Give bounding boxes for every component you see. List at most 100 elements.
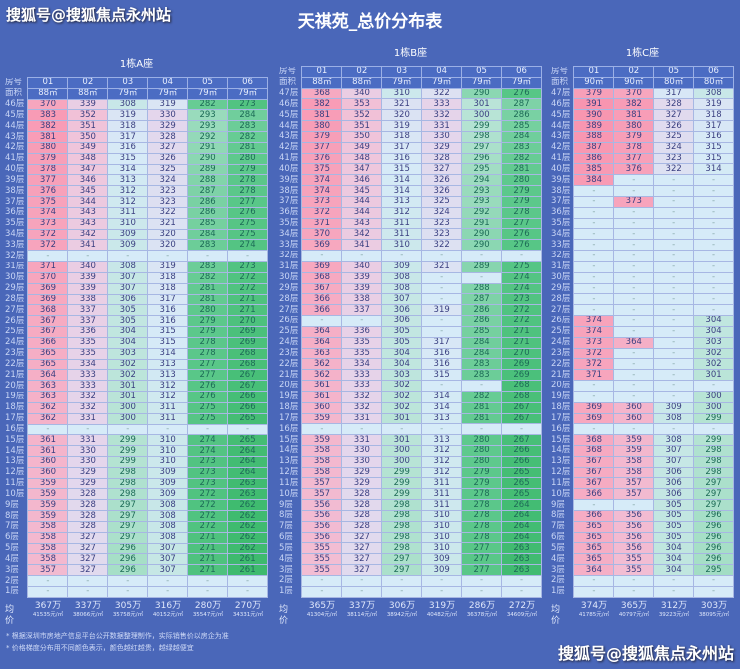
price-cell: 296 xyxy=(693,553,734,566)
price-cell: - xyxy=(301,423,343,436)
table-row: 43层 388 379 325 316 xyxy=(551,130,734,143)
price-cell: 372 xyxy=(27,239,69,252)
floor-label: 6层 xyxy=(279,532,302,543)
price-cell: 307 xyxy=(107,271,149,284)
price-cell: 263 xyxy=(501,542,542,555)
price-cell: 271 xyxy=(227,293,268,306)
price-cell: 272 xyxy=(501,315,542,327)
floor-label: 38层 xyxy=(551,185,574,197)
average-cell: 303万 38095元/㎡ xyxy=(694,601,734,619)
price-cell: 294 xyxy=(461,174,503,187)
price-cell: 358 xyxy=(301,466,343,479)
price-cell: 315 xyxy=(693,152,734,165)
price-cell: - xyxy=(573,499,615,511)
price-cell: 303 xyxy=(107,347,149,360)
table-row: 38层 374 345 314 326 293 279 xyxy=(279,185,542,197)
price-cell: - xyxy=(187,575,229,587)
table-row: 8层 366 356 305 296 xyxy=(551,509,734,522)
price-cell: 278 xyxy=(187,336,229,349)
price-cell: - xyxy=(653,390,695,403)
price-cell: 329 xyxy=(67,477,109,490)
price-cell: 368 xyxy=(27,304,69,317)
price-cell: 314 xyxy=(421,390,463,403)
price-cell: 298 xyxy=(381,509,423,522)
price-cell: 352 xyxy=(67,109,109,122)
price-cell: 308 xyxy=(653,434,695,446)
price-cell: 316 xyxy=(421,358,463,371)
floor-label: 16层 xyxy=(279,423,302,435)
table-row: 46层 370 339 308 319 282 273 xyxy=(5,98,268,111)
price-cell: - xyxy=(381,250,423,262)
table-row: 1层 - - - - xyxy=(551,585,734,598)
room-area: 79㎡ xyxy=(147,87,189,100)
table-row: 22层 362 334 304 316 283 269 xyxy=(279,358,542,371)
floor-label: 36层 xyxy=(5,207,28,219)
price-cell: 269 xyxy=(501,358,542,371)
price-cell: 282 xyxy=(187,98,229,111)
price-cell: 262 xyxy=(227,499,268,512)
average-total: 270万 xyxy=(234,601,262,611)
price-cell: 299 xyxy=(693,434,734,446)
floor-label: 3层 xyxy=(551,564,574,576)
price-cell: 382 xyxy=(301,98,343,111)
price-cell: 379 xyxy=(613,130,655,143)
price-cell: - xyxy=(693,282,734,295)
table-row: 8层 359 328 297 308 272 262 xyxy=(5,510,268,522)
price-cell: - xyxy=(573,195,615,208)
table-row: 44层 389 380 326 317 xyxy=(551,120,734,132)
table-row: 13层 360 330 299 310 273 264 xyxy=(5,455,268,468)
price-cell: 289 xyxy=(187,163,229,176)
floor-label: 1层 xyxy=(5,586,28,598)
price-cell: 304 xyxy=(653,564,695,576)
room-number: 05 xyxy=(461,66,503,78)
price-cell: - xyxy=(421,380,463,392)
average-unit-price: 35758元/㎡ xyxy=(112,612,144,618)
table-row: 42层 380 349 316 327 291 281 xyxy=(5,141,268,154)
floor-label: 22层 xyxy=(279,358,302,370)
price-cell: 345 xyxy=(67,185,109,198)
price-cell: 365 xyxy=(27,358,69,371)
room-number: 01 xyxy=(27,77,69,89)
price-cell: - xyxy=(227,250,268,263)
floor-label: 2层 xyxy=(551,575,574,587)
price-cell: 278 xyxy=(461,531,503,544)
price-cell: 378 xyxy=(27,163,69,176)
price-cell: 328 xyxy=(67,488,109,501)
price-cell: 326 xyxy=(421,185,463,197)
floor-label: 45层 xyxy=(551,109,574,121)
price-cell: 382 xyxy=(613,98,655,111)
price-cell: 335 xyxy=(67,336,109,349)
price-cell: - xyxy=(341,250,383,262)
floor-label: 40层 xyxy=(279,163,302,175)
floor-label: 40层 xyxy=(551,163,574,175)
price-cell: - xyxy=(613,574,655,587)
floor-label: 15层 xyxy=(5,434,28,446)
price-cell: 270 xyxy=(501,347,542,360)
price-cell: 291 xyxy=(187,141,229,154)
price-cell: 262 xyxy=(227,510,268,522)
price-cell: 283 xyxy=(461,358,503,371)
price-cell: 290 xyxy=(461,228,503,241)
average-unit-price: 41304元/㎡ xyxy=(306,612,338,618)
price-cell: 289 xyxy=(461,260,503,273)
price-cell: - xyxy=(653,217,695,230)
floor-label: 12层 xyxy=(279,467,302,478)
price-cell: 364 xyxy=(613,336,655,349)
floor-label: 47层 xyxy=(551,88,574,99)
price-cell: 307 xyxy=(147,542,189,555)
price-cell: - xyxy=(421,250,463,262)
price-cell: 304 xyxy=(693,315,734,327)
price-cell: 375 xyxy=(301,163,343,176)
price-cell: - xyxy=(67,423,109,436)
price-cell: 359 xyxy=(301,412,343,425)
floor-label: 17层 xyxy=(551,413,574,424)
table-row: 41层 376 348 316 328 296 282 xyxy=(279,152,542,165)
floor-label: 18层 xyxy=(5,402,28,414)
table-row: 12层 367 358 306 298 xyxy=(551,466,734,479)
table-row: 23层 372- -302 xyxy=(551,347,734,360)
price-cell: 312 xyxy=(107,196,149,208)
price-cell: 274 xyxy=(501,282,542,295)
floor-label: 21层 xyxy=(551,369,574,381)
price-cell: 305 xyxy=(653,520,695,533)
price-cell: 275 xyxy=(187,412,229,425)
